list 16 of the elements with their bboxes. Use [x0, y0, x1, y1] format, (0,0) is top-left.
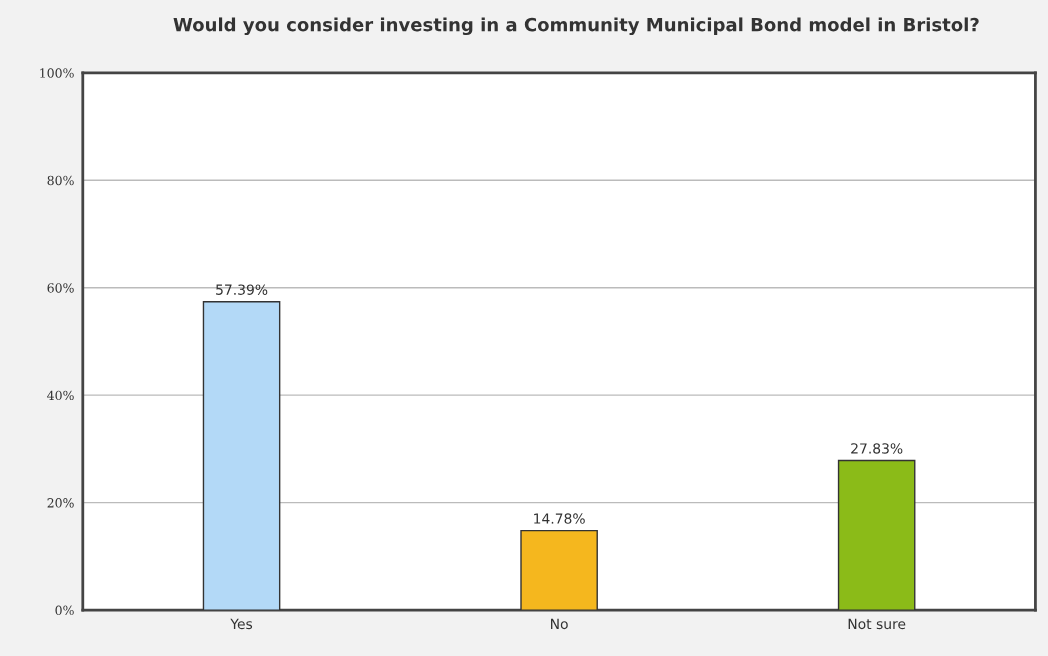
- y-tick-label: 80%: [47, 175, 74, 186]
- data-label: 57.39%: [216, 284, 268, 295]
- data-label: 27.83%: [851, 443, 903, 454]
- bar: [837, 459, 916, 611]
- bar: [202, 301, 281, 611]
- chart-title: Would you consider investing in a Community Municipal Bond model in Bristol?: [173, 17, 979, 36]
- y-tick-label: 40%: [47, 390, 74, 401]
- data-label: 14.78%: [534, 513, 585, 524]
- bar: [520, 529, 598, 611]
- x-tick-label: Not sure: [848, 618, 906, 630]
- y-tick-label: 20%: [47, 498, 74, 508]
- x-tick-label: Yes: [230, 618, 253, 630]
- y-tick-label: 60%: [47, 283, 74, 293]
- y-tick-label: 100%: [40, 68, 74, 78]
- x-tick-label: No: [551, 618, 568, 630]
- y-tick-label: 0%: [55, 605, 74, 616]
